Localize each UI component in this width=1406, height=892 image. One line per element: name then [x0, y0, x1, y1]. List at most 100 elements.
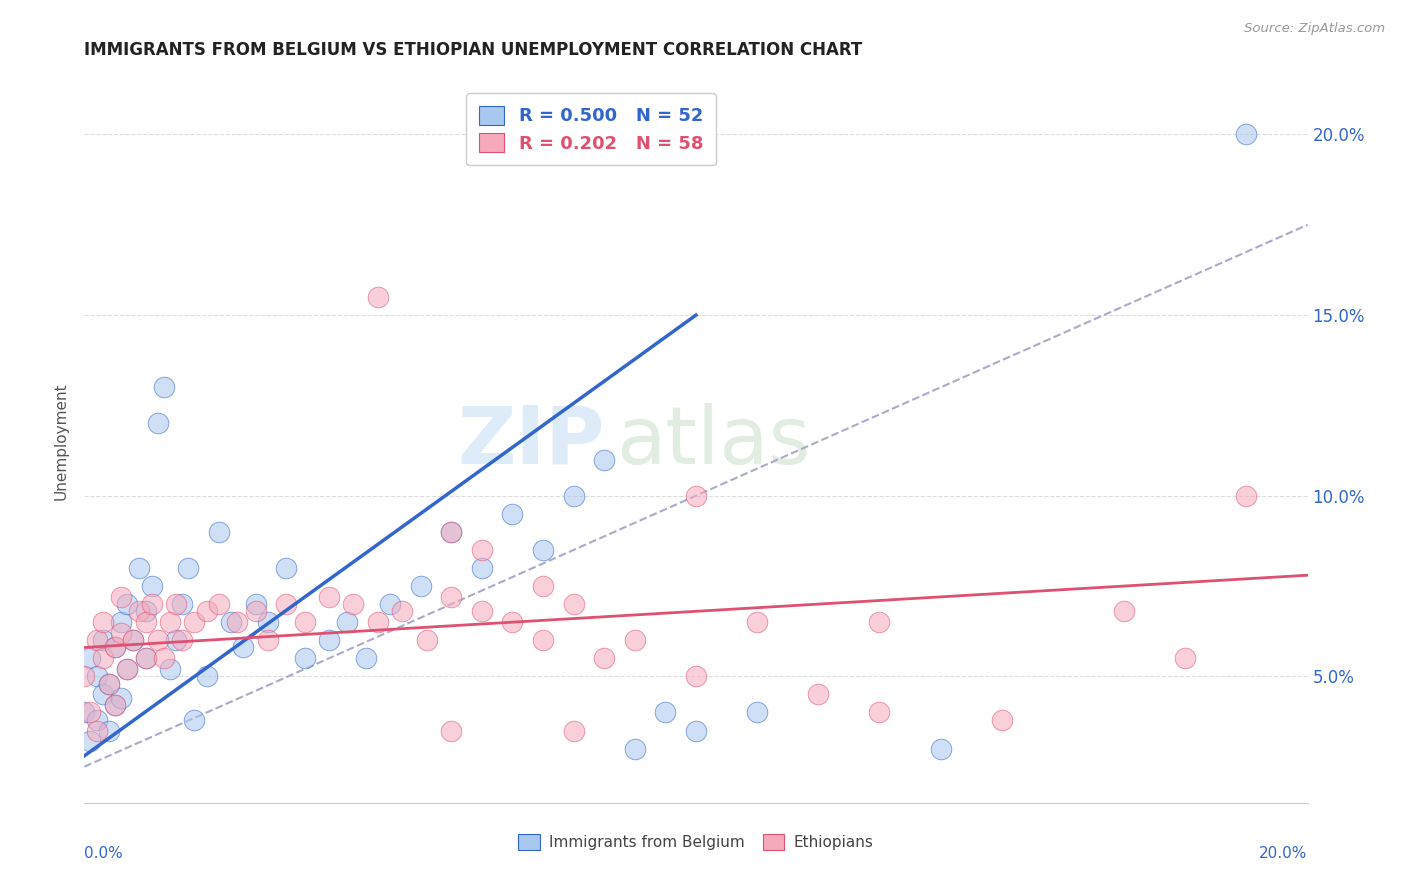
- Point: [97, 676, 120, 690]
- Point: [226, 615, 249, 630]
- Point: [440, 723, 463, 738]
- Point: [1236, 128, 1258, 142]
- Point: [79, 734, 101, 748]
- Point: [531, 633, 554, 648]
- Text: IMMIGRANTS FROM BELGIUM VS ETHIOPIAN UNEMPLOYMENT CORRELATION CHART: IMMIGRANTS FROM BELGIUM VS ETHIOPIAN UNE…: [84, 41, 863, 59]
- Point: [91, 687, 114, 701]
- Point: [471, 542, 494, 557]
- Point: [165, 597, 187, 611]
- Point: [79, 706, 101, 720]
- Point: [128, 604, 150, 618]
- Point: [115, 662, 138, 676]
- Point: [110, 626, 132, 640]
- Point: [367, 615, 389, 630]
- Text: 20.0%: 20.0%: [1260, 847, 1308, 861]
- Point: [531, 542, 554, 557]
- Point: [73, 706, 96, 720]
- Point: [195, 604, 218, 618]
- Point: [562, 723, 585, 738]
- Point: [172, 633, 194, 648]
- Point: [624, 741, 647, 756]
- Point: [685, 723, 707, 738]
- Point: [232, 640, 254, 655]
- Point: [654, 706, 676, 720]
- Point: [354, 651, 377, 665]
- Point: [440, 524, 463, 539]
- Point: [172, 597, 194, 611]
- Point: [318, 590, 340, 604]
- Point: [159, 662, 181, 676]
- Point: [380, 597, 402, 611]
- Point: [135, 615, 157, 630]
- Point: [593, 452, 616, 467]
- Point: [86, 633, 108, 648]
- Point: [110, 691, 132, 706]
- Point: [153, 651, 176, 665]
- Point: [747, 706, 769, 720]
- Point: [195, 669, 218, 683]
- Point: [177, 561, 200, 575]
- Point: [245, 604, 267, 618]
- Point: [257, 633, 280, 648]
- Point: [115, 662, 138, 676]
- Point: [807, 687, 830, 701]
- Text: ZIP: ZIP: [457, 402, 605, 481]
- Y-axis label: Unemployment: Unemployment: [53, 383, 69, 500]
- Point: [747, 615, 769, 630]
- Point: [318, 633, 340, 648]
- Point: [135, 651, 157, 665]
- Point: [502, 615, 524, 630]
- Point: [97, 723, 120, 738]
- Point: [97, 676, 120, 690]
- Point: [342, 597, 364, 611]
- Point: [1114, 604, 1136, 618]
- Legend: Immigrants from Belgium, Ethiopians: Immigrants from Belgium, Ethiopians: [512, 829, 880, 856]
- Point: [86, 713, 108, 727]
- Point: [104, 640, 127, 655]
- Point: [294, 651, 316, 665]
- Point: [685, 489, 707, 503]
- Point: [440, 590, 463, 604]
- Point: [91, 615, 114, 630]
- Point: [245, 597, 267, 611]
- Text: Source: ZipAtlas.com: Source: ZipAtlas.com: [1244, 22, 1385, 36]
- Point: [562, 597, 585, 611]
- Point: [391, 604, 413, 618]
- Point: [91, 633, 114, 648]
- Point: [208, 597, 231, 611]
- Point: [86, 669, 108, 683]
- Point: [531, 579, 554, 593]
- Point: [685, 669, 707, 683]
- Point: [183, 713, 205, 727]
- Point: [440, 524, 463, 539]
- Point: [471, 561, 494, 575]
- Point: [165, 633, 187, 648]
- Point: [141, 579, 163, 593]
- Point: [416, 633, 439, 648]
- Point: [153, 380, 176, 394]
- Point: [471, 604, 494, 618]
- Point: [128, 561, 150, 575]
- Point: [159, 615, 181, 630]
- Point: [276, 561, 298, 575]
- Point: [991, 713, 1014, 727]
- Point: [183, 615, 205, 630]
- Point: [257, 615, 280, 630]
- Point: [336, 615, 359, 630]
- Point: [929, 741, 952, 756]
- Point: [562, 489, 585, 503]
- Point: [91, 651, 114, 665]
- Point: [79, 651, 101, 665]
- Point: [624, 633, 647, 648]
- Point: [122, 633, 145, 648]
- Point: [294, 615, 316, 630]
- Point: [110, 590, 132, 604]
- Point: [122, 633, 145, 648]
- Point: [104, 698, 127, 713]
- Point: [146, 633, 169, 648]
- Point: [409, 579, 432, 593]
- Point: [219, 615, 242, 630]
- Point: [110, 615, 132, 630]
- Point: [73, 669, 96, 683]
- Point: [367, 290, 389, 304]
